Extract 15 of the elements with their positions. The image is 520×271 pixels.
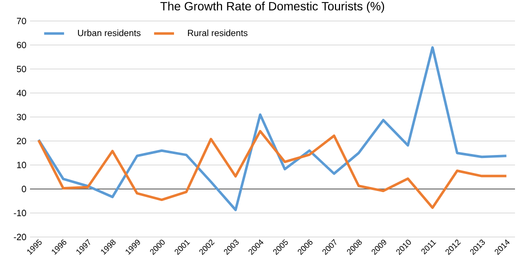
chart-title: The Growth Rate of Domestic Tourists (%)	[160, 2, 384, 13]
y-tick-label: -10	[14, 210, 26, 216]
y-tick-label: 50	[16, 66, 26, 72]
line-series	[37, 130, 508, 209]
legend-label: Urban residents	[78, 30, 141, 36]
y-tick-label: 20	[16, 138, 26, 144]
y-tick-label: 10	[17, 162, 26, 168]
y-tick-label: 30	[16, 114, 26, 120]
y-tick-label: 60	[16, 42, 26, 48]
legend-label: Rural residents	[188, 30, 248, 36]
y-tick-label: 70	[16, 18, 26, 24]
y-tick-label: -20	[14, 234, 26, 240]
line-series	[37, 46, 508, 212]
y-tick-label: 0	[22, 186, 26, 192]
y-tick-label: 40	[16, 90, 26, 96]
